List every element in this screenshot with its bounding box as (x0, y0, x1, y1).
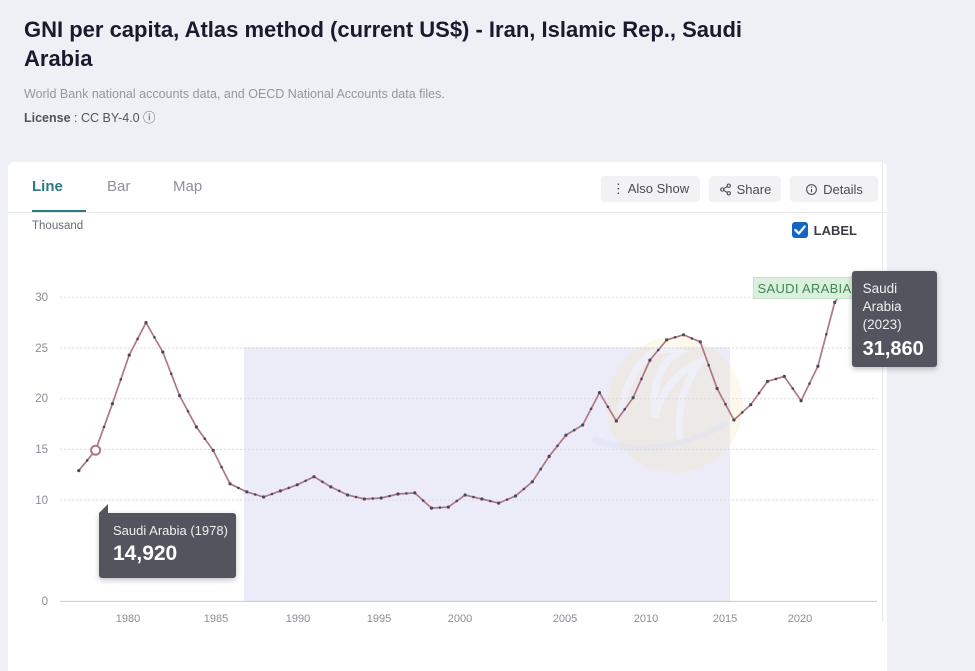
svg-text:2000: 2000 (448, 613, 472, 625)
svg-text:30: 30 (35, 292, 48, 304)
svg-text:20: 20 (35, 393, 48, 405)
svg-text:25: 25 (35, 343, 48, 355)
svg-text:2005: 2005 (553, 613, 577, 625)
svg-text:10: 10 (35, 495, 48, 507)
svg-text:1990: 1990 (286, 613, 310, 625)
svg-text:15: 15 (35, 444, 48, 456)
svg-text:2010: 2010 (634, 613, 658, 625)
svg-text:2015: 2015 (713, 613, 737, 625)
svg-text:1980: 1980 (116, 613, 140, 625)
svg-text:1995: 1995 (367, 613, 391, 625)
svg-text:1985: 1985 (204, 613, 228, 625)
svg-text:2020: 2020 (788, 613, 812, 625)
svg-text:0: 0 (42, 596, 48, 608)
